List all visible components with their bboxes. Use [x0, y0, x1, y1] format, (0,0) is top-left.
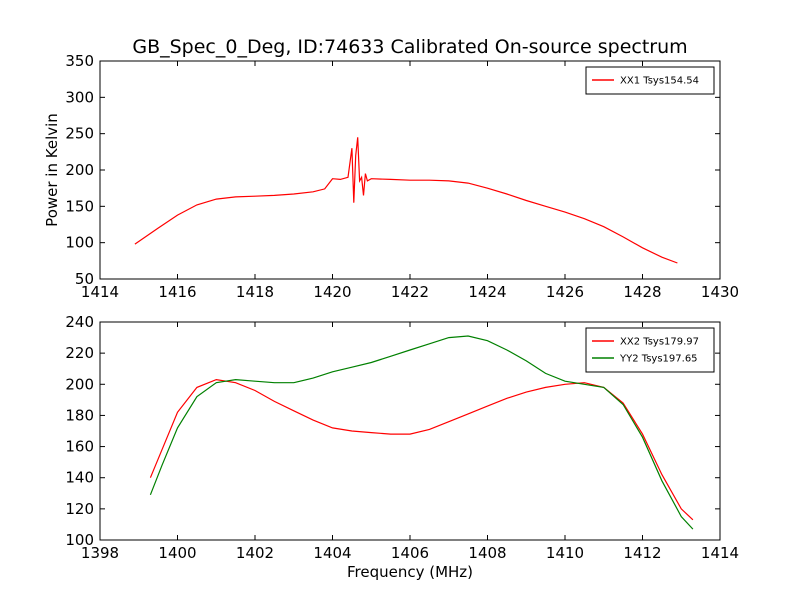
x-tick-label: 1408 — [468, 544, 506, 562]
x-tick-label: 1420 — [313, 283, 351, 301]
x-tick-label: 1414 — [701, 544, 739, 562]
y-tick-label: 140 — [65, 469, 94, 487]
series-line-2-2 — [149, 335, 694, 530]
y-tick-label: 200 — [65, 375, 94, 393]
y-tick-label: 240 — [65, 313, 94, 331]
y-tick-label: 220 — [65, 344, 94, 362]
y-axis-label: Power in Kelvin — [43, 113, 61, 227]
x-tick-label: 1430 — [701, 283, 739, 301]
x-tick-label: 1424 — [468, 283, 506, 301]
y-tick-label: 100 — [65, 234, 94, 252]
x-tick-label: 1428 — [623, 283, 661, 301]
legend: XX2 Tsys179.97 YY2 Tsys197.65 — [585, 327, 715, 373]
y-tick-label: 180 — [65, 406, 94, 424]
x-tick-label: 1410 — [546, 544, 584, 562]
figure-title: GB_Spec_0_Deg, ID:74633 Calibrated On-so… — [132, 36, 687, 58]
x-tick-label: 1418 — [236, 283, 274, 301]
legend-entry: YY2 Tsys197.65 — [619, 354, 698, 365]
x-tick-label: 1426 — [546, 283, 584, 301]
y-tick-label: 120 — [65, 500, 94, 518]
legend-entry: XX1 Tsys154.54 — [620, 76, 699, 87]
top-panel: 1414 1416 1418 1420 1422 1424 1426 1428 1430 50 10… — [43, 52, 739, 301]
y-tick-label: 300 — [65, 88, 94, 106]
x-tick-label: 1422 — [391, 283, 429, 301]
y-tick-label: 100 — [65, 531, 94, 549]
legend: XX1 Tsys154.54 — [585, 66, 715, 95]
y-tick-label: 200 — [65, 161, 94, 179]
y-tick-label: 350 — [65, 52, 94, 70]
series-line-2-1 — [149, 378, 694, 521]
legend-entry: XX2 Tsys179.97 — [620, 337, 699, 348]
x-tick-label: 1402 — [236, 544, 274, 562]
series-line-1-1 — [134, 137, 678, 264]
legend-box — [585, 327, 715, 373]
x-axis-label: Frequency (MHz) — [347, 563, 473, 581]
x-tick-label: 1412 — [623, 544, 661, 562]
y-tick-label: 250 — [65, 125, 94, 143]
x-tick-label: 1400 — [158, 544, 196, 562]
y-tick-label: 160 — [65, 438, 94, 456]
x-tick-label: 1406 — [391, 544, 429, 562]
bottom-panel: 1398 1400 1402 1404 1406 1408 1410 1412 1414 100 1… — [65, 313, 739, 581]
x-tick-label: 1414 — [81, 283, 119, 301]
y-tick-label: 150 — [65, 197, 94, 215]
x-tick-label: 1416 — [158, 283, 196, 301]
x-tick-label: 1398 — [81, 544, 119, 562]
x-tick-label: 1404 — [313, 544, 351, 562]
y-tick-label: 50 — [75, 270, 94, 288]
